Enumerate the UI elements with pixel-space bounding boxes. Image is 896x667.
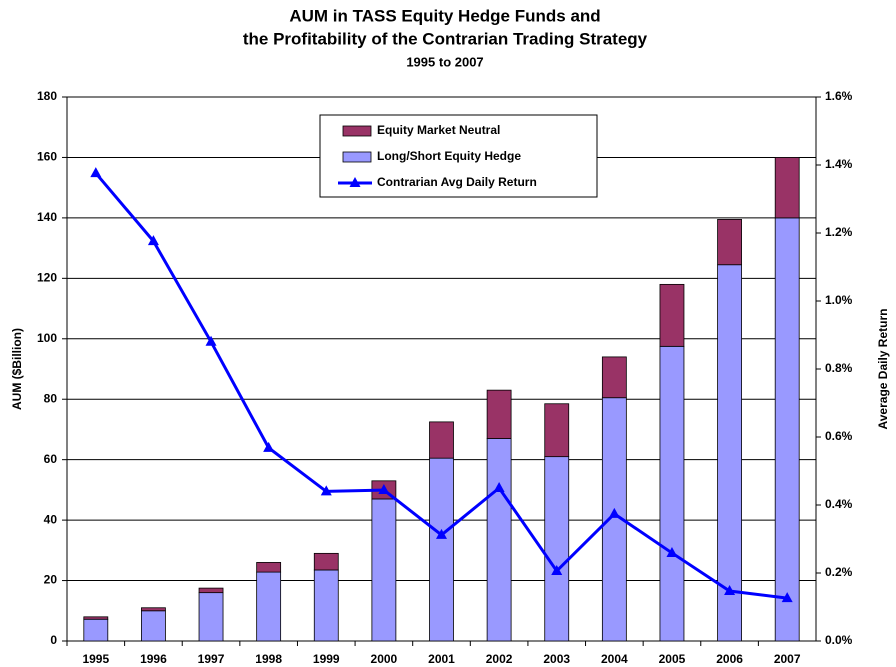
bar xyxy=(429,421,454,459)
bar xyxy=(659,345,685,642)
y-tick-label: 0 xyxy=(50,633,57,647)
legend-label: Long/Short Equity Hedge xyxy=(377,149,521,163)
y-tick-label: 20 xyxy=(44,573,58,587)
x-tick-label: 2002 xyxy=(486,652,513,666)
y2-axis-title: Average Daily Return xyxy=(876,309,890,430)
bar xyxy=(313,552,339,571)
y-tick-label: 140 xyxy=(37,210,57,224)
y2-tick-label: 0.4% xyxy=(825,497,853,511)
x-tick-label: 1999 xyxy=(313,652,340,666)
legend-swatch xyxy=(342,125,372,137)
y2-tick-label: 0.2% xyxy=(825,565,853,579)
x-tick-label: 2001 xyxy=(428,652,455,666)
x-tick-label: 2000 xyxy=(371,652,398,666)
bar xyxy=(601,356,627,399)
y2-tick-label: 1.2% xyxy=(825,225,853,239)
bar xyxy=(544,456,570,642)
y-tick-label: 60 xyxy=(44,452,58,466)
bar xyxy=(659,283,685,347)
y2-tick-label: 0.0% xyxy=(825,633,853,647)
legend-swatch xyxy=(349,177,361,187)
y-tick-label: 160 xyxy=(37,150,57,164)
bar xyxy=(198,592,224,642)
y-tick-label: 100 xyxy=(37,331,57,345)
bar xyxy=(141,610,166,642)
y2-tick-label: 1.0% xyxy=(825,293,853,307)
y-tick-label: 80 xyxy=(44,391,58,405)
x-tick-label: 2007 xyxy=(774,652,801,666)
chart-subtitle: 1995 to 2007 xyxy=(406,54,483,69)
bar xyxy=(313,569,339,642)
bar xyxy=(371,498,397,642)
bar xyxy=(256,562,282,573)
legend-label: Contrarian Avg Daily Return xyxy=(377,175,537,189)
y2-tick-label: 1.4% xyxy=(825,157,853,171)
bar xyxy=(544,403,570,458)
marker xyxy=(378,484,390,495)
marker xyxy=(90,167,102,178)
marker xyxy=(666,546,678,557)
marker xyxy=(551,564,563,575)
y2-tick-label: 1.6% xyxy=(825,89,853,103)
x-tick-label: 1995 xyxy=(82,652,109,666)
legend-label: Equity Market Neutral xyxy=(377,123,500,137)
bar xyxy=(83,616,109,620)
marker xyxy=(147,235,159,246)
y-axis-title: AUM ($Billion) xyxy=(10,328,24,410)
x-tick-label: 2003 xyxy=(543,652,570,666)
y-tick-label: 120 xyxy=(37,271,57,285)
legend: Equity Market Neutral Long/Short Equity H… xyxy=(319,114,598,198)
bar xyxy=(717,264,742,642)
bar xyxy=(429,457,454,642)
bar xyxy=(486,438,512,642)
y2-tick-label: 0.6% xyxy=(825,429,853,443)
marker xyxy=(781,592,793,603)
y2-tick-label: 0.8% xyxy=(825,361,853,375)
bar xyxy=(486,389,512,439)
x-tick-label: 1998 xyxy=(255,652,282,666)
bar xyxy=(198,587,224,594)
bar xyxy=(256,571,282,642)
bar xyxy=(774,157,800,219)
bar xyxy=(83,618,109,642)
x-tick-label: 1996 xyxy=(140,652,167,666)
x-tick-label: 2005 xyxy=(659,652,686,666)
marker xyxy=(493,482,505,492)
x-tick-label: 2004 xyxy=(601,652,628,666)
marker xyxy=(436,528,447,539)
y-tick-label: 180 xyxy=(37,89,57,103)
marker xyxy=(320,485,332,496)
marker xyxy=(263,441,275,452)
marker xyxy=(205,335,217,346)
bar xyxy=(141,607,166,612)
chart-title: the Profitability of the Contrarian Trad… xyxy=(243,29,648,48)
bar xyxy=(774,217,800,642)
legend-swatch xyxy=(342,151,372,163)
bar xyxy=(717,218,742,266)
chart-title: AUM in TASS Equity Hedge Funds and xyxy=(289,6,600,25)
x-tick-label: 1997 xyxy=(198,652,225,666)
marker xyxy=(608,507,620,518)
x-tick-label: 2006 xyxy=(716,652,743,666)
y-tick-label: 40 xyxy=(44,512,58,526)
marker xyxy=(724,585,736,596)
